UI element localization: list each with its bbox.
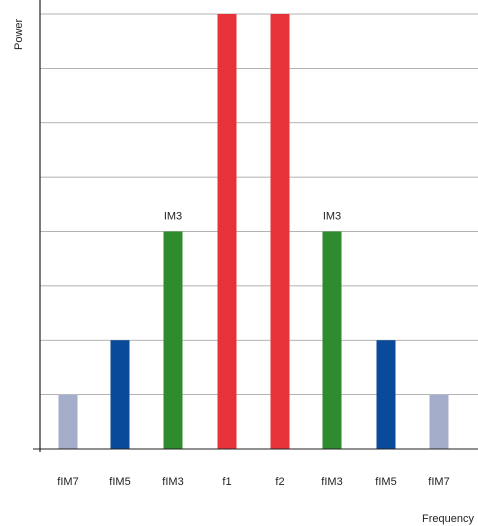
- bar-fim5-6: [376, 340, 396, 449]
- bars: [58, 14, 449, 449]
- bar-f2-4: [270, 14, 290, 449]
- category-label: f2: [275, 476, 284, 488]
- category-label: fIM3: [321, 476, 342, 488]
- bar-annotation: IM3: [164, 211, 182, 223]
- bar-annotations: IM3 IM3: [164, 211, 341, 223]
- bar-fim7-7: [429, 394, 449, 449]
- category-labels: fIM7 fIM5 fIM3 f1 f2 fIM3 fIM5 fIM7: [57, 476, 449, 488]
- grid-lines: [40, 13, 478, 396]
- bar-fim3-2: [163, 231, 183, 449]
- category-label: fIM3: [162, 476, 183, 488]
- category-label: fIM7: [57, 476, 78, 488]
- category-label: fIM7: [428, 476, 449, 488]
- category-label: f1: [222, 476, 231, 488]
- bar-fim5-1: [110, 340, 130, 449]
- y-axis-title: Power: [13, 18, 25, 50]
- category-label: fIM5: [109, 476, 130, 488]
- bar-fim3-5: [322, 231, 342, 449]
- bar-annotation: IM3: [323, 211, 341, 223]
- bar-fim7-0: [58, 394, 78, 449]
- bar-f1-3: [217, 14, 237, 449]
- category-label: fIM5: [375, 476, 396, 488]
- x-axis-title: Frequency: [422, 513, 474, 525]
